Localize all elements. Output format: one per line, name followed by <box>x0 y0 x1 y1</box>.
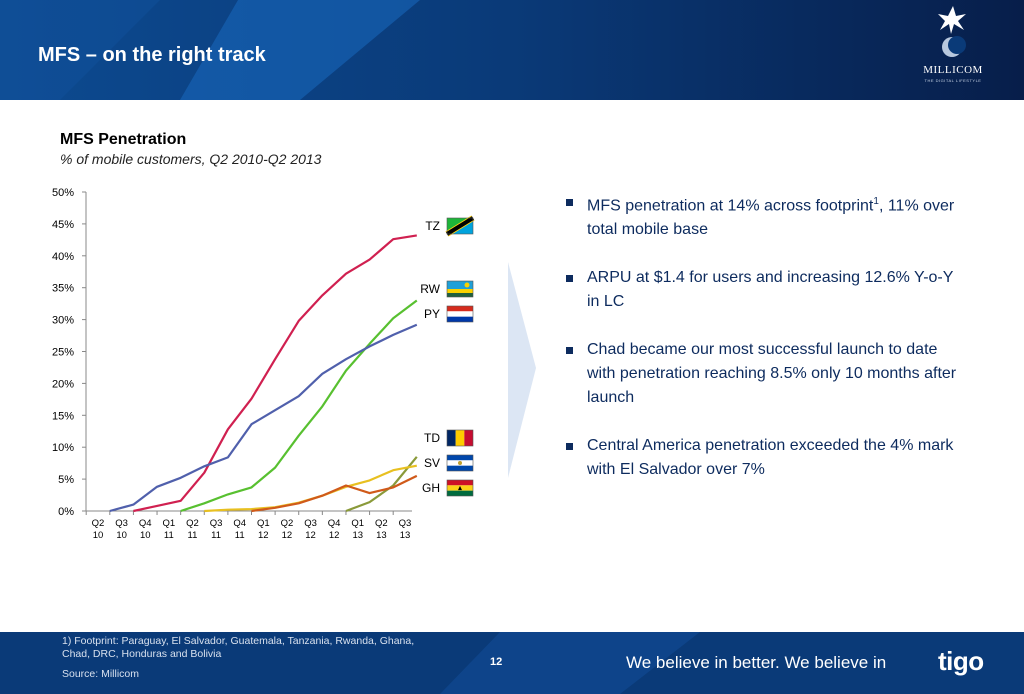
x-tick-label: 13 <box>400 530 411 541</box>
bullet-text-tail: , 11% over total mobile base <box>587 197 955 239</box>
footer-background <box>0 632 1024 694</box>
ghana-flag-icon <box>446 479 474 497</box>
x-tick-label: 11 <box>164 530 174 541</box>
x-tick-label: 11 <box>188 530 198 541</box>
y-tick-label: 10% <box>52 442 74 454</box>
page-title: MFS – on the right track <box>38 44 266 66</box>
y-tick-label: 20% <box>52 378 74 390</box>
legend-label-td: TD <box>424 431 440 445</box>
bullet-item: Central America penetration exceeded the… <box>566 434 966 482</box>
mfs-penetration-chart: 0%5%10%15%20%25%30%35%40%45%50%Q210Q310Q… <box>52 187 536 541</box>
chart-axes: 0%5%10%15%20%25%30%35%40%45%50%Q210Q310Q… <box>52 187 412 541</box>
x-tick-label: Q3 <box>399 518 412 529</box>
bullet-text: Central America penetration exceeded the… <box>587 437 954 479</box>
millicom-logo-text: MILLICOM <box>923 64 983 76</box>
bullet-item: Chad became our most successful launch t… <box>566 338 966 410</box>
series-line-tz <box>133 234 417 513</box>
legend-label-py: PY <box>424 307 440 321</box>
series-line-gh <box>251 474 418 513</box>
y-tick-label: 25% <box>52 347 74 359</box>
millicom-logo-subtitle: THE DIGITAL LIFESTYLE <box>924 78 982 83</box>
header-bar: MFS – on the right track MILLICOM THE DI… <box>0 0 1024 100</box>
x-tick-label: 11 <box>211 530 221 541</box>
x-tick-label: Q4 <box>233 518 246 529</box>
x-tick-label: Q2 <box>375 518 388 529</box>
bullet-marker <box>566 347 573 355</box>
y-tick-label: 40% <box>52 251 74 263</box>
bullet-marker <box>566 199 573 206</box>
x-tick-label: 11 <box>235 530 245 541</box>
series-line-py <box>109 323 418 513</box>
y-tick-label: 0% <box>58 506 74 518</box>
x-tick-label: Q1 <box>163 518 176 529</box>
chart-lines <box>109 234 418 513</box>
bullet-item: ARPU at $1.4 for users and increasing 12… <box>566 266 966 314</box>
bullet-list: MFS penetration at 14% across footprint1… <box>566 190 966 506</box>
arrow-chevron <box>508 262 536 478</box>
series-line-td <box>345 456 418 513</box>
x-tick-label: Q2 <box>281 518 294 529</box>
bullet-item: MFS penetration at 14% across footprint1… <box>566 190 966 242</box>
x-tick-label: 10 <box>140 530 151 541</box>
x-tick-label: Q3 <box>115 518 128 529</box>
footnote-marker: 1 <box>873 196 879 207</box>
x-tick-label: Q2 <box>92 518 105 529</box>
legend-label-tz: TZ <box>425 219 440 233</box>
tanzania-flag-icon <box>445 215 475 237</box>
y-tick-label: 30% <box>52 315 74 327</box>
legend-label-rw: RW <box>420 282 440 296</box>
legend-label-gh: GH <box>422 481 440 495</box>
tagline: We believe in better. We believe in <box>626 653 887 672</box>
chart-title: MFS Penetration <box>60 131 187 148</box>
x-tick-label: Q1 <box>351 518 364 529</box>
x-tick-label: 12 <box>305 530 316 541</box>
footnote: 1) Footprint: Paraguay, El Salvador, Gua… <box>62 635 415 660</box>
x-tick-label: Q4 <box>139 518 152 529</box>
bullet-text: MFS penetration at 14% across footprint <box>587 197 874 215</box>
x-tick-label: 10 <box>116 530 127 541</box>
millicom-star-logo <box>938 6 966 57</box>
y-tick-label: 35% <box>52 283 74 295</box>
series-line-rw <box>180 299 418 513</box>
y-tick-label: 15% <box>52 410 74 422</box>
x-tick-label: Q3 <box>304 518 317 529</box>
rwanda-flag-icon <box>446 280 474 298</box>
x-tick-label: Q2 <box>186 518 199 529</box>
source-note: Source: Millicom <box>62 668 140 680</box>
x-tick-label: Q4 <box>328 518 341 529</box>
legend-label-sv: SV <box>424 456 440 470</box>
page-number: 12 <box>490 656 503 668</box>
x-tick-label: 13 <box>376 530 387 541</box>
x-tick-label: 12 <box>282 530 293 541</box>
x-tick-label: Q1 <box>257 518 270 529</box>
bullet-marker <box>566 443 573 451</box>
chart-subtitle: % of mobile customers, Q2 2010-Q2 2013 <box>60 151 322 167</box>
x-tick-label: 12 <box>258 530 269 541</box>
el-salvador-flag-icon <box>446 454 474 472</box>
y-tick-label: 45% <box>52 219 74 231</box>
chad-flag-icon <box>446 429 474 447</box>
bullet-text: ARPU at $1.4 for users and increasing 12… <box>587 269 954 311</box>
x-tick-label: 12 <box>329 530 340 541</box>
bullet-text: Chad became our most successful launch t… <box>587 341 957 407</box>
x-tick-label: Q3 <box>210 518 223 529</box>
bullet-marker <box>566 275 573 283</box>
x-tick-label: 10 <box>93 530 104 541</box>
y-tick-label: 50% <box>52 187 74 199</box>
paraguay-flag-icon <box>446 305 474 323</box>
y-tick-label: 5% <box>58 474 74 486</box>
chart-legend: TZ RW PY TD SV GH <box>420 215 475 497</box>
header-background <box>0 0 1024 100</box>
x-tick-label: 13 <box>352 530 363 541</box>
tigo-logo: tigo <box>938 646 984 676</box>
footer-bar: 1) Footprint: Paraguay, El Salvador, Gua… <box>0 632 1024 694</box>
